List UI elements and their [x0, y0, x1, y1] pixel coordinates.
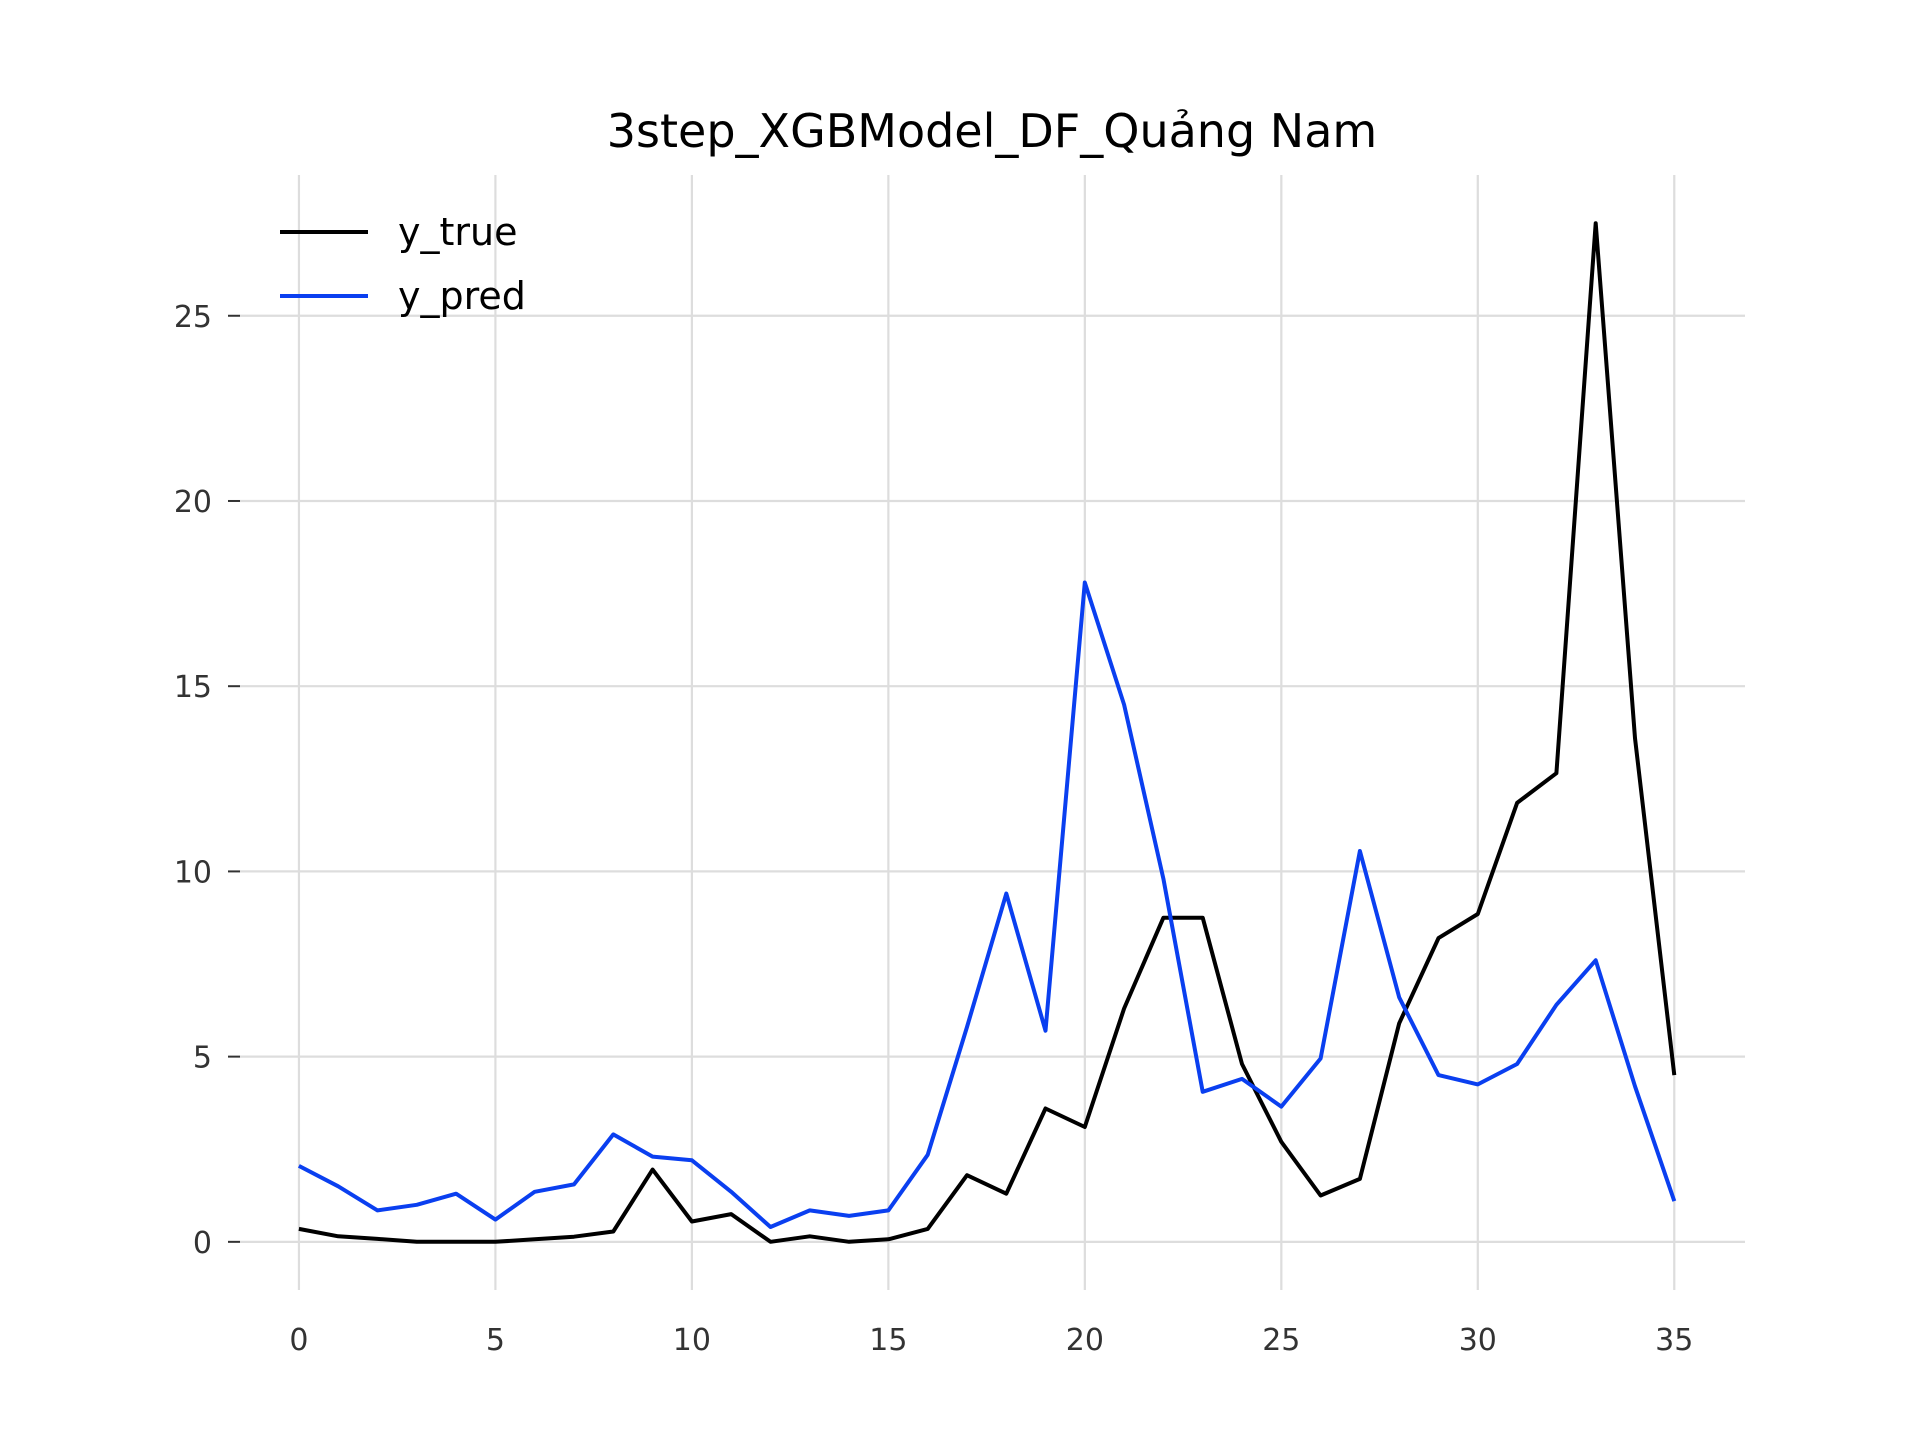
y-tick-label: 25 [174, 300, 212, 335]
x-tick-label: 25 [1262, 1323, 1300, 1358]
axes: 0 5 10 15 20 25 30 35 0 5 10 15 20 25 [174, 300, 1694, 1358]
series-lines [297, 221, 1677, 1244]
y-tick-label: 20 [174, 485, 212, 520]
x-tick-label: 10 [673, 1323, 711, 1358]
series-line-y-pred [297, 580, 1677, 1229]
y-tick-label: 0 [193, 1226, 212, 1261]
x-tick-label: 20 [1066, 1323, 1104, 1358]
x-tick-label: 35 [1655, 1323, 1693, 1358]
x-tick-label: 0 [289, 1323, 308, 1358]
y-tick-label: 10 [174, 855, 212, 890]
series-line-y-true [298, 221, 1677, 1244]
y-tick-label: 5 [193, 1041, 212, 1076]
x-tick-label: 15 [869, 1323, 907, 1358]
legend-label: y_true [398, 210, 517, 254]
legend-label: y_pred [398, 274, 526, 318]
x-tick-label: 5 [486, 1323, 505, 1358]
grid-lines [240, 175, 1745, 1290]
x-tick-label: 30 [1459, 1323, 1497, 1358]
legend: y_true y_pred [280, 210, 526, 318]
chart-title: 3step_XGBModel_DF_Quảng Nam [607, 104, 1377, 158]
y-tick-label: 15 [174, 670, 212, 705]
